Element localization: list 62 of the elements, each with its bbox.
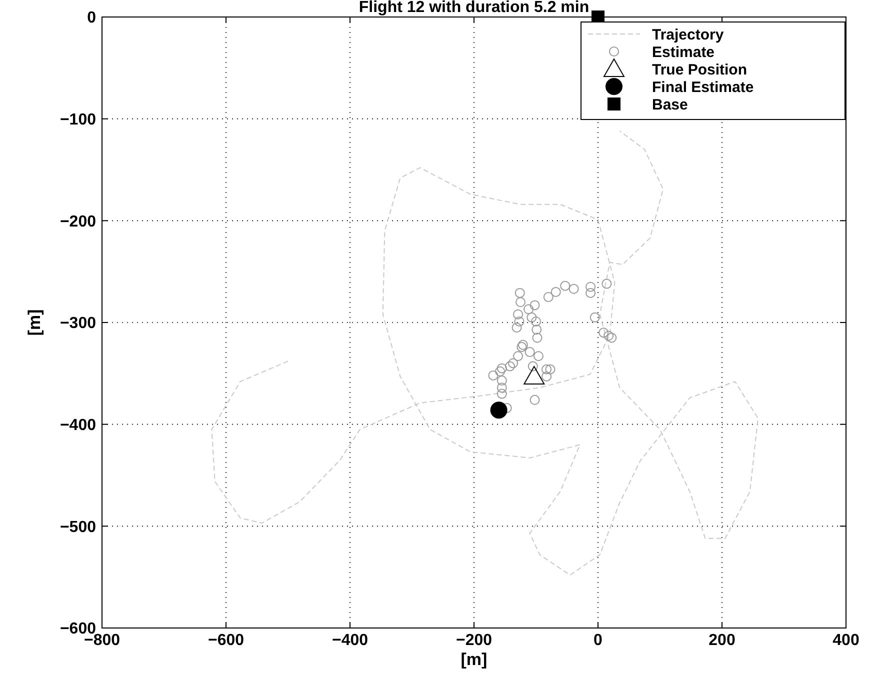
point: [516, 297, 526, 308]
point: [542, 364, 552, 374]
point: [513, 351, 524, 362]
point: [490, 402, 508, 419]
point: [528, 361, 538, 372]
point: [514, 288, 525, 298]
point: [542, 371, 552, 382]
x-axis-title: [m]: [460, 650, 488, 669]
point: [532, 324, 542, 335]
y-tick-label: −500: [60, 518, 96, 536]
x-tick-label: −800: [84, 632, 120, 649]
point: [512, 322, 522, 333]
y-tick-label: −200: [60, 213, 96, 230]
point: [524, 366, 545, 384]
point: [530, 394, 540, 405]
point: [606, 332, 617, 343]
x-tick-label: 400: [832, 632, 860, 649]
legend-label: Final Estimate: [652, 78, 754, 96]
y-axis-title: [m]: [25, 309, 44, 336]
point: [496, 388, 507, 399]
legend-label: Base: [652, 96, 688, 114]
point: [504, 361, 515, 372]
point: [550, 286, 561, 297]
x-tick-label: −600: [208, 632, 244, 649]
y-tick-label: −100: [60, 111, 96, 128]
point: [543, 292, 554, 302]
y-tick-label: −400: [60, 416, 96, 434]
point: [586, 282, 596, 292]
point: [531, 316, 541, 326]
point: [496, 376, 507, 386]
legend-label: True Position: [652, 61, 748, 78]
point: [560, 280, 570, 291]
point: [586, 288, 596, 298]
point: [496, 363, 507, 374]
point: [530, 300, 540, 310]
y-tick-label: 0: [87, 10, 96, 27]
point: [496, 382, 507, 393]
chart-title: Flight 12 with duration 5.2 min: [358, 0, 590, 16]
point: [514, 316, 524, 326]
point: [568, 284, 579, 294]
x-tick-label: −400: [332, 632, 368, 649]
x-tick-label: 200: [708, 632, 736, 649]
point: [508, 358, 518, 368]
point: [495, 366, 506, 376]
line-series: [211, 130, 758, 576]
legend-label: Trajectory: [652, 26, 724, 44]
point: [524, 304, 534, 314]
point: [533, 351, 544, 362]
point: [488, 370, 498, 380]
legend-label: Estimate: [652, 44, 715, 61]
point: [513, 309, 524, 320]
point: [524, 347, 535, 358]
x-tick-label: −200: [456, 632, 492, 649]
point: [598, 328, 609, 338]
y-tick-label: −300: [60, 315, 96, 332]
x-tick-label: 0: [594, 632, 603, 649]
point: [545, 364, 556, 374]
point: [590, 312, 600, 322]
point: [532, 332, 542, 343]
point: [604, 330, 614, 341]
point: [602, 278, 612, 289]
point: [526, 312, 537, 322]
